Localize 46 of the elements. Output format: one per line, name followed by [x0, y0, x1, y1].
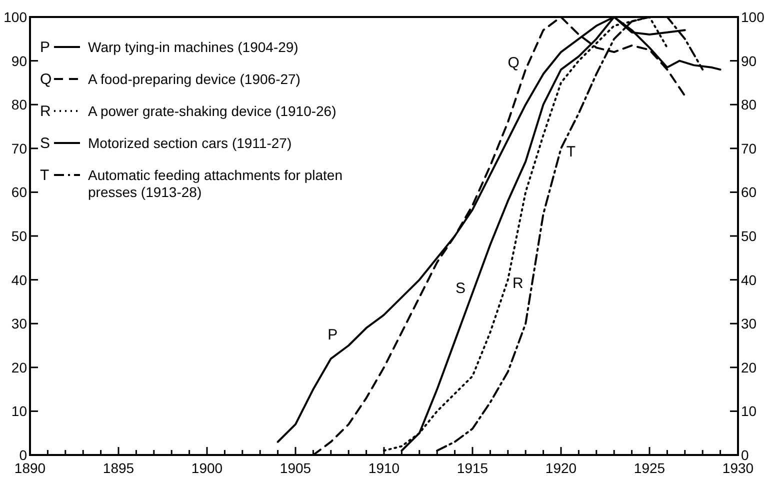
x-tick-label: 1895 — [102, 460, 134, 476]
y-tick-label: 10 — [11, 403, 28, 420]
legend-label: Warp tying-in machines (1904-29) — [88, 39, 298, 55]
y2-tick-label: 80 — [741, 96, 757, 113]
legend-label: Automatic feeding attachments for platen presses (1913-28) — [88, 167, 342, 200]
text: P — [40, 39, 50, 56]
y2-tick-label: 40 — [741, 272, 757, 288]
annotation: P — [328, 326, 338, 344]
text: T — [40, 167, 50, 184]
x-tick-label: 1920 — [545, 460, 577, 476]
y-tick-label: 70 — [11, 140, 28, 156]
y2-tick-label: 20 — [741, 359, 757, 376]
text: Q — [40, 71, 52, 88]
y2-tick-label: 30 — [741, 316, 757, 332]
y2-tick-label: 70 — [741, 140, 757, 156]
y2-tick-label: 0 — [741, 447, 749, 463]
text: S — [40, 135, 50, 152]
y-tick-label: 0 — [19, 447, 28, 463]
y2-tick-label: 100 — [741, 9, 765, 25]
legend-label: A food-preparing device (1906-27) — [88, 71, 300, 87]
y2-tick-label: 10 — [741, 403, 757, 420]
x-tick-label: 1930 — [722, 460, 754, 476]
y-tick-label: 30 — [11, 316, 28, 332]
x-tick-label: 1890 — [14, 460, 46, 476]
x-tick-label: 1910 — [368, 460, 400, 476]
legend-label: Motorized section cars (1911-27) — [88, 135, 292, 151]
y-tick-label: 80 — [11, 96, 28, 113]
y-tick-label: 20 — [11, 359, 28, 376]
y2-tick-label: 90 — [741, 52, 757, 69]
annotation: R — [512, 274, 524, 292]
x-tick-label: 1900 — [191, 460, 223, 476]
y-tick-label: 60 — [11, 184, 28, 200]
legend-label: A power grate-shaking device (1910-26) — [88, 103, 336, 119]
text: R — [40, 103, 51, 120]
y2-tick-label: 50 — [741, 228, 757, 244]
x-tick-label: 1905 — [280, 460, 312, 476]
y-tick-label: 90 — [11, 52, 28, 69]
annotation: Q — [508, 54, 520, 72]
x-tick-label: 1925 — [634, 460, 666, 476]
y-tick-label: 50 — [11, 228, 28, 244]
y2-tick-label: 60 — [741, 184, 757, 200]
y-tick-label: 100 — [4, 9, 28, 25]
x-tick-label: 1915 — [456, 460, 488, 476]
y-tick-label: 40 — [11, 272, 28, 288]
annotation: T — [566, 143, 576, 160]
annotation: S — [455, 280, 466, 297]
